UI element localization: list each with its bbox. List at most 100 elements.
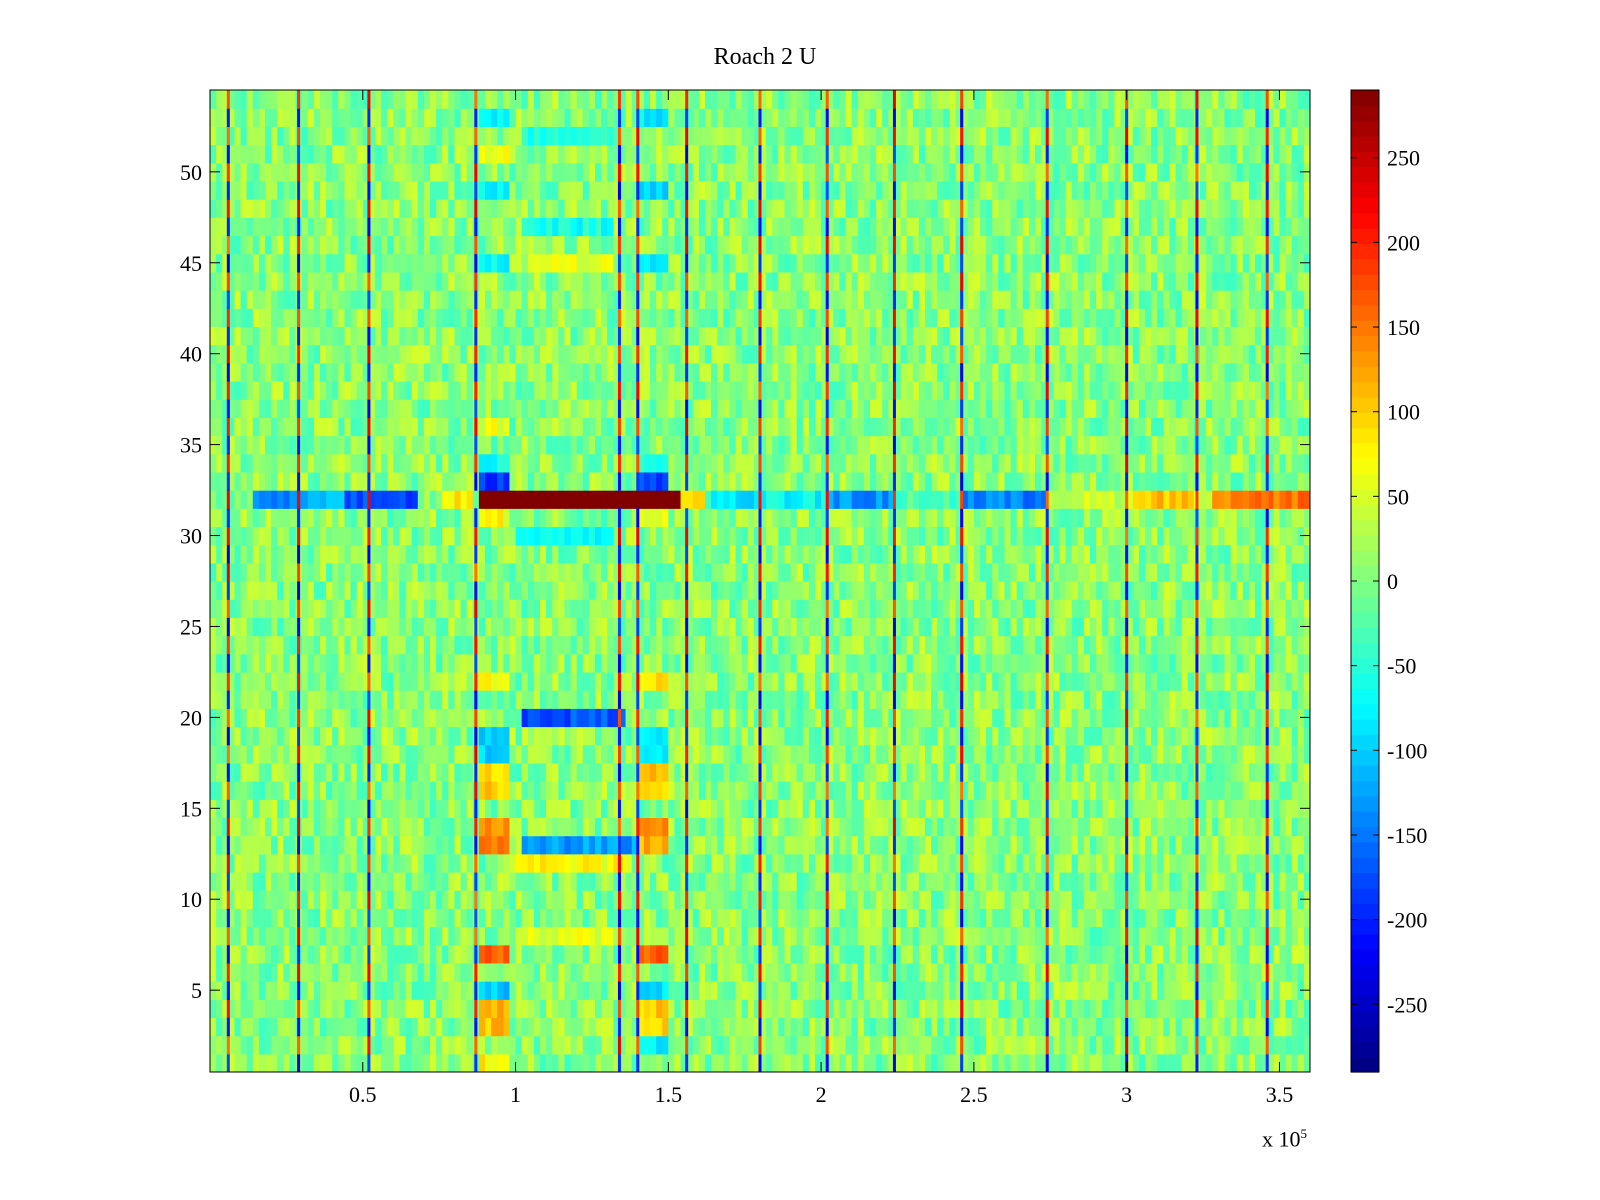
heat-cell bbox=[692, 1017, 700, 1037]
heat-cell bbox=[1255, 781, 1262, 800]
heat-cell bbox=[442, 781, 449, 800]
heat-cell bbox=[558, 581, 566, 600]
heat-cell bbox=[1285, 617, 1293, 637]
heat-cell bbox=[448, 581, 456, 600]
heat-cell bbox=[411, 926, 419, 946]
heat-cell bbox=[1090, 908, 1097, 928]
heat-cell bbox=[698, 817, 706, 837]
heat-cell bbox=[1236, 908, 1244, 928]
heat-cell bbox=[1285, 599, 1293, 618]
heat-cell bbox=[1059, 999, 1067, 1019]
heat-cell bbox=[289, 871, 297, 891]
heat-cell bbox=[570, 744, 578, 764]
heat-cell bbox=[405, 562, 413, 582]
heatmap-cells bbox=[210, 90, 1310, 1072]
heat-cell bbox=[650, 653, 657, 673]
heat-cell bbox=[326, 799, 333, 819]
heat-cell bbox=[515, 981, 523, 1000]
heat-cell bbox=[692, 908, 700, 928]
heat-cell bbox=[326, 635, 333, 655]
heat-cell bbox=[533, 1017, 541, 1037]
heat-cell bbox=[240, 599, 248, 618]
heat-cell bbox=[399, 653, 407, 673]
heat-cell bbox=[1206, 944, 1213, 964]
heat-cell bbox=[277, 1017, 284, 1037]
heat-cell bbox=[332, 744, 339, 764]
heat-cell bbox=[588, 853, 596, 873]
heat-cell bbox=[533, 690, 541, 709]
heat-cell bbox=[637, 871, 645, 891]
heat-cell bbox=[778, 944, 786, 964]
heat-cell bbox=[381, 853, 388, 873]
heat-cell bbox=[888, 908, 896, 928]
heat-cell bbox=[973, 817, 981, 837]
heat-cell bbox=[381, 962, 388, 982]
heat-cell bbox=[778, 999, 786, 1019]
heat-cell bbox=[766, 926, 773, 946]
heat-cell bbox=[766, 835, 773, 855]
heat-cell bbox=[1047, 962, 1054, 982]
heat-cell bbox=[210, 744, 217, 764]
heat-cell bbox=[613, 599, 621, 618]
heat-cell bbox=[521, 1017, 529, 1037]
heat-cell bbox=[381, 726, 388, 746]
heat-cell bbox=[350, 744, 358, 764]
heat-cell bbox=[436, 1017, 443, 1037]
heat-cell bbox=[1077, 962, 1085, 982]
heat-cell bbox=[1132, 762, 1140, 782]
heat-cell bbox=[258, 671, 266, 691]
heat-cell bbox=[338, 1035, 346, 1055]
heat-cell bbox=[870, 690, 877, 709]
heat-cell bbox=[961, 835, 969, 855]
heat-cell bbox=[790, 871, 798, 891]
heat-cell bbox=[540, 871, 547, 891]
heat-cell bbox=[1138, 581, 1146, 600]
heat-cell bbox=[894, 853, 902, 873]
heat-cell bbox=[1126, 671, 1134, 691]
heat-cell bbox=[686, 871, 694, 891]
heat-cell bbox=[552, 635, 559, 655]
heat-cell bbox=[851, 871, 859, 891]
heat-cell bbox=[1053, 1035, 1061, 1055]
heat-cell bbox=[1047, 890, 1054, 909]
heat-cell bbox=[949, 562, 957, 582]
heat-cell bbox=[338, 908, 346, 928]
heat-cell bbox=[753, 762, 761, 782]
heat-cell bbox=[491, 908, 498, 928]
heat-cell bbox=[240, 890, 248, 909]
heat-cell bbox=[601, 653, 608, 673]
heat-cell bbox=[503, 908, 511, 928]
heat-cell bbox=[790, 762, 798, 782]
heat-cell bbox=[411, 890, 419, 909]
heat-cell bbox=[674, 635, 682, 655]
heat-cell bbox=[729, 871, 737, 891]
heat-cell bbox=[662, 635, 669, 655]
heat-cell bbox=[546, 762, 553, 782]
heat-cell bbox=[760, 908, 767, 928]
heat-cell bbox=[222, 799, 229, 819]
heat-cell bbox=[1297, 962, 1305, 982]
heat-cell bbox=[588, 981, 596, 1000]
heat-cell bbox=[527, 599, 535, 618]
heat-cell bbox=[1102, 835, 1109, 855]
heat-cell bbox=[1212, 581, 1219, 600]
heat-cell bbox=[222, 1035, 229, 1055]
heat-cell bbox=[1230, 599, 1238, 618]
heat-cell bbox=[1126, 853, 1134, 873]
heat-cell bbox=[851, 853, 859, 873]
heat-cell bbox=[680, 944, 688, 964]
heat-cell bbox=[521, 799, 529, 819]
heat-cell bbox=[857, 1017, 865, 1037]
heat-cell bbox=[289, 944, 297, 964]
heat-cell bbox=[1291, 853, 1299, 873]
heat-cell bbox=[1059, 726, 1067, 746]
heat-cell bbox=[1010, 599, 1018, 618]
heat-cell bbox=[790, 671, 798, 691]
heat-cell bbox=[258, 799, 266, 819]
heat-cell bbox=[540, 926, 547, 946]
heat-cell bbox=[711, 690, 718, 709]
heat-cell bbox=[1248, 762, 1256, 782]
heat-cell bbox=[1071, 853, 1079, 873]
heat-cell bbox=[521, 781, 529, 800]
heat-cell bbox=[436, 617, 443, 637]
